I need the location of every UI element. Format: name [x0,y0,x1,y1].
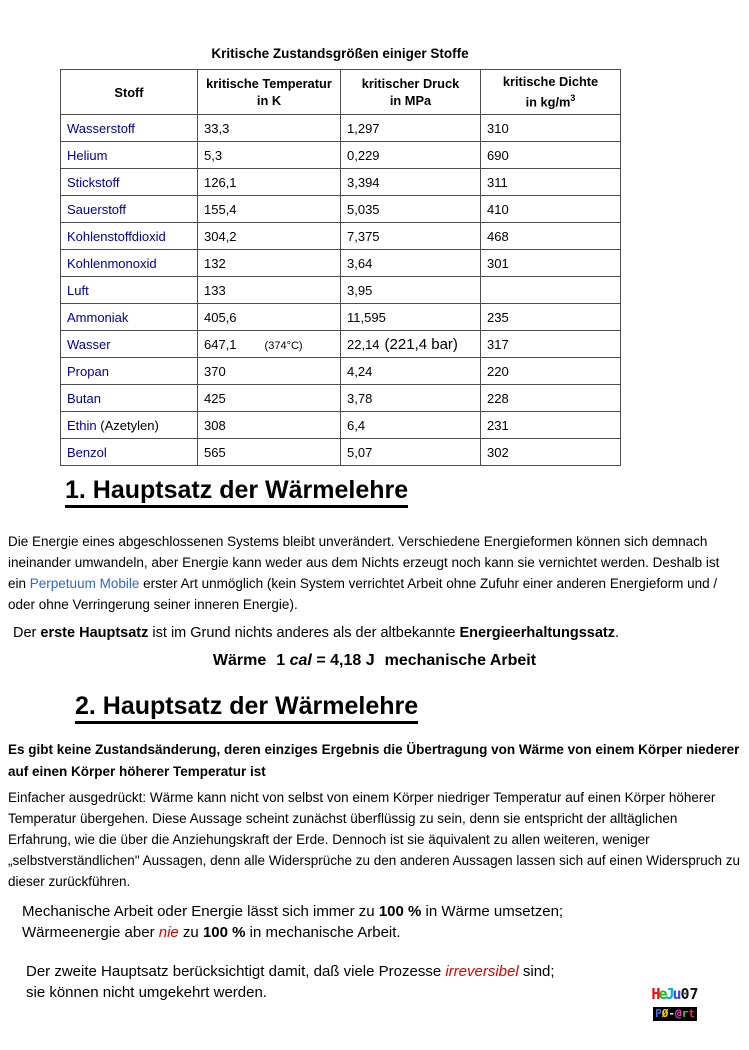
cell-substance: Helium [60,141,198,169]
first-law-paragraph: Die Energie eines abgeschlossenen System… [8,534,720,612]
cell-substance: Ethin (Azetylen) [60,411,198,439]
cell-substance: Kohlenstoffdioxid [60,222,198,250]
table-row: Stickstoff 126,1 3,394 311 [60,168,621,196]
header-stoff: Stoff [60,69,198,115]
section-heading-second-law: 2. Hauptsatz der Wärmelehre [75,692,741,724]
cell-temperature: 647,1 (374°C) [197,330,341,358]
second-law-statement: Es gibt keine Zustandsänderung, deren ei… [8,742,740,779]
irreversibility-note: Der zweite Hauptsatz berücksichtigt dami… [26,963,555,1001]
cell-substance: Wasser [60,330,198,358]
document-page: Kritische Zustandsgrößen einiger Stoffe … [8,46,741,1001]
table-row: Helium 5,3 0,229 690 [60,141,621,169]
temperature-note: (374°C) [264,339,303,352]
second-law-explanation: Einfacher ausgedrückt: Wärme kann nicht … [8,790,740,889]
table-row: Benzol 565 5,07 302 [60,438,621,466]
cell-temperature: 308 [197,411,341,439]
cell-substance: Sauerstoff [60,195,198,223]
cell-substance: Stickstoff [60,168,198,196]
table-title: Kritische Zustandsgrößen einiger Stoffe [211,46,469,61]
cell-pressure: 11,595 [340,303,481,331]
cell-pressure: 6,4 [340,411,481,439]
table-row: Butan 425 3,78 228 [60,384,621,412]
cell-density: 302 [480,438,621,466]
cell-density [480,276,621,304]
cell-temperature: 33,3 [197,114,341,142]
header-temperatur: kritische Temperatur in K [197,69,341,115]
cell-density: 301 [480,249,621,277]
cell-density: 310 [480,114,621,142]
cell-temperature: 133 [197,276,341,304]
cell-density: 468 [480,222,621,250]
cell-pressure: 5,035 [340,195,481,223]
cell-temperature: 132 [197,249,341,277]
cell-pressure: 0,229 [340,141,481,169]
cell-temperature: 126,1 [197,168,341,196]
cell-pressure: 3,64 [340,249,481,277]
cell-substance: Kohlenmonoxid [60,249,198,277]
section-heading-first-law: 1. Hauptsatz der Wärmelehre [65,476,741,508]
cell-density: 690 [480,141,621,169]
cell-density: 231 [480,411,621,439]
cell-pressure: 3,95 [340,276,481,304]
cell-substance: Ammoniak [60,303,198,331]
header-druck: kritischer Druck in MPa [340,69,481,115]
logo-year: 07 [680,985,699,1003]
table-row: Wasser 647,1 (374°C) 22,14 (221,4 bar) 317 [60,330,621,358]
nie-emphasis: nie [158,924,179,941]
cell-pressure: 22,14 (221,4 bar) [340,330,481,358]
cell-pressure: 5,07 [340,438,481,466]
po-art-logo-badge: PØ-@rt [653,1007,697,1021]
table-row: Kohlenstoffdioxid 304,2 7,375 468 [60,222,621,250]
cell-temperature: 565 [197,438,341,466]
cell-density: 311 [480,168,621,196]
cell-temperature: 5,3 [197,141,341,169]
cell-pressure: 4,24 [340,357,481,385]
cell-substance: Wasserstoff [60,114,198,142]
table-row: Kohlenmonoxid 132 3,64 301 [60,249,621,277]
perpetuum-mobile-link[interactable]: Perpetuum Mobile [29,576,140,591]
cell-density: 228 [480,384,621,412]
cell-substance: Butan [60,384,198,412]
cell-temperature: 425 [197,384,341,412]
cell-substance: Propan [60,357,198,385]
cell-temperature: 155,4 [197,195,341,223]
cell-temperature: 370 [197,357,341,385]
cell-substance: Benzol [60,438,198,466]
cell-density: 235 [480,303,621,331]
table-row: Luft 133 3,95 [60,276,621,304]
cell-pressure: 3,78 [340,384,481,412]
cell-substance: Luft [60,276,198,304]
first-law-summary: Der erste Hauptsatz ist im Grund nichts … [13,625,620,641]
table-header-row: Stoff kritische Temperatur in K kritische… [60,69,621,115]
table-row: Wasserstoff 33,3 1,297 310 [60,114,621,142]
cell-density: 220 [480,357,621,385]
mechanical-work-note: Mechanische Arbeit oder Energie lässt si… [22,903,564,941]
cell-temperature: 304,2 [197,222,341,250]
cell-pressure: 1,297 [340,114,481,142]
table-row: Ethin (Azetylen) 308 6,4 231 [60,411,621,439]
critical-values-table: Stoff kritische Temperatur in K kritische… [60,69,621,466]
table-row: Propan 370 4,24 220 [60,357,621,385]
cell-pressure: 7,375 [340,222,481,250]
cell-temperature: 405,6 [197,303,341,331]
cell-pressure: 3,394 [340,168,481,196]
heju-logo: HeJu07 PØ-@rt [643,987,707,1021]
irreversibel-emphasis: irreversibel [445,963,519,980]
pressure-note: (221,4 bar) [384,335,458,353]
table-row: Sauerstoff 155,4 5,035 410 [60,195,621,223]
heju-logo-wordmark: HeJu07 [651,985,699,1003]
cell-density: 410 [480,195,621,223]
header-dichte: kritische Dichte in kg/m3 [480,69,621,115]
cell-density: 317 [480,330,621,358]
table-row: Ammoniak 405,6 11,595 235 [60,303,621,331]
